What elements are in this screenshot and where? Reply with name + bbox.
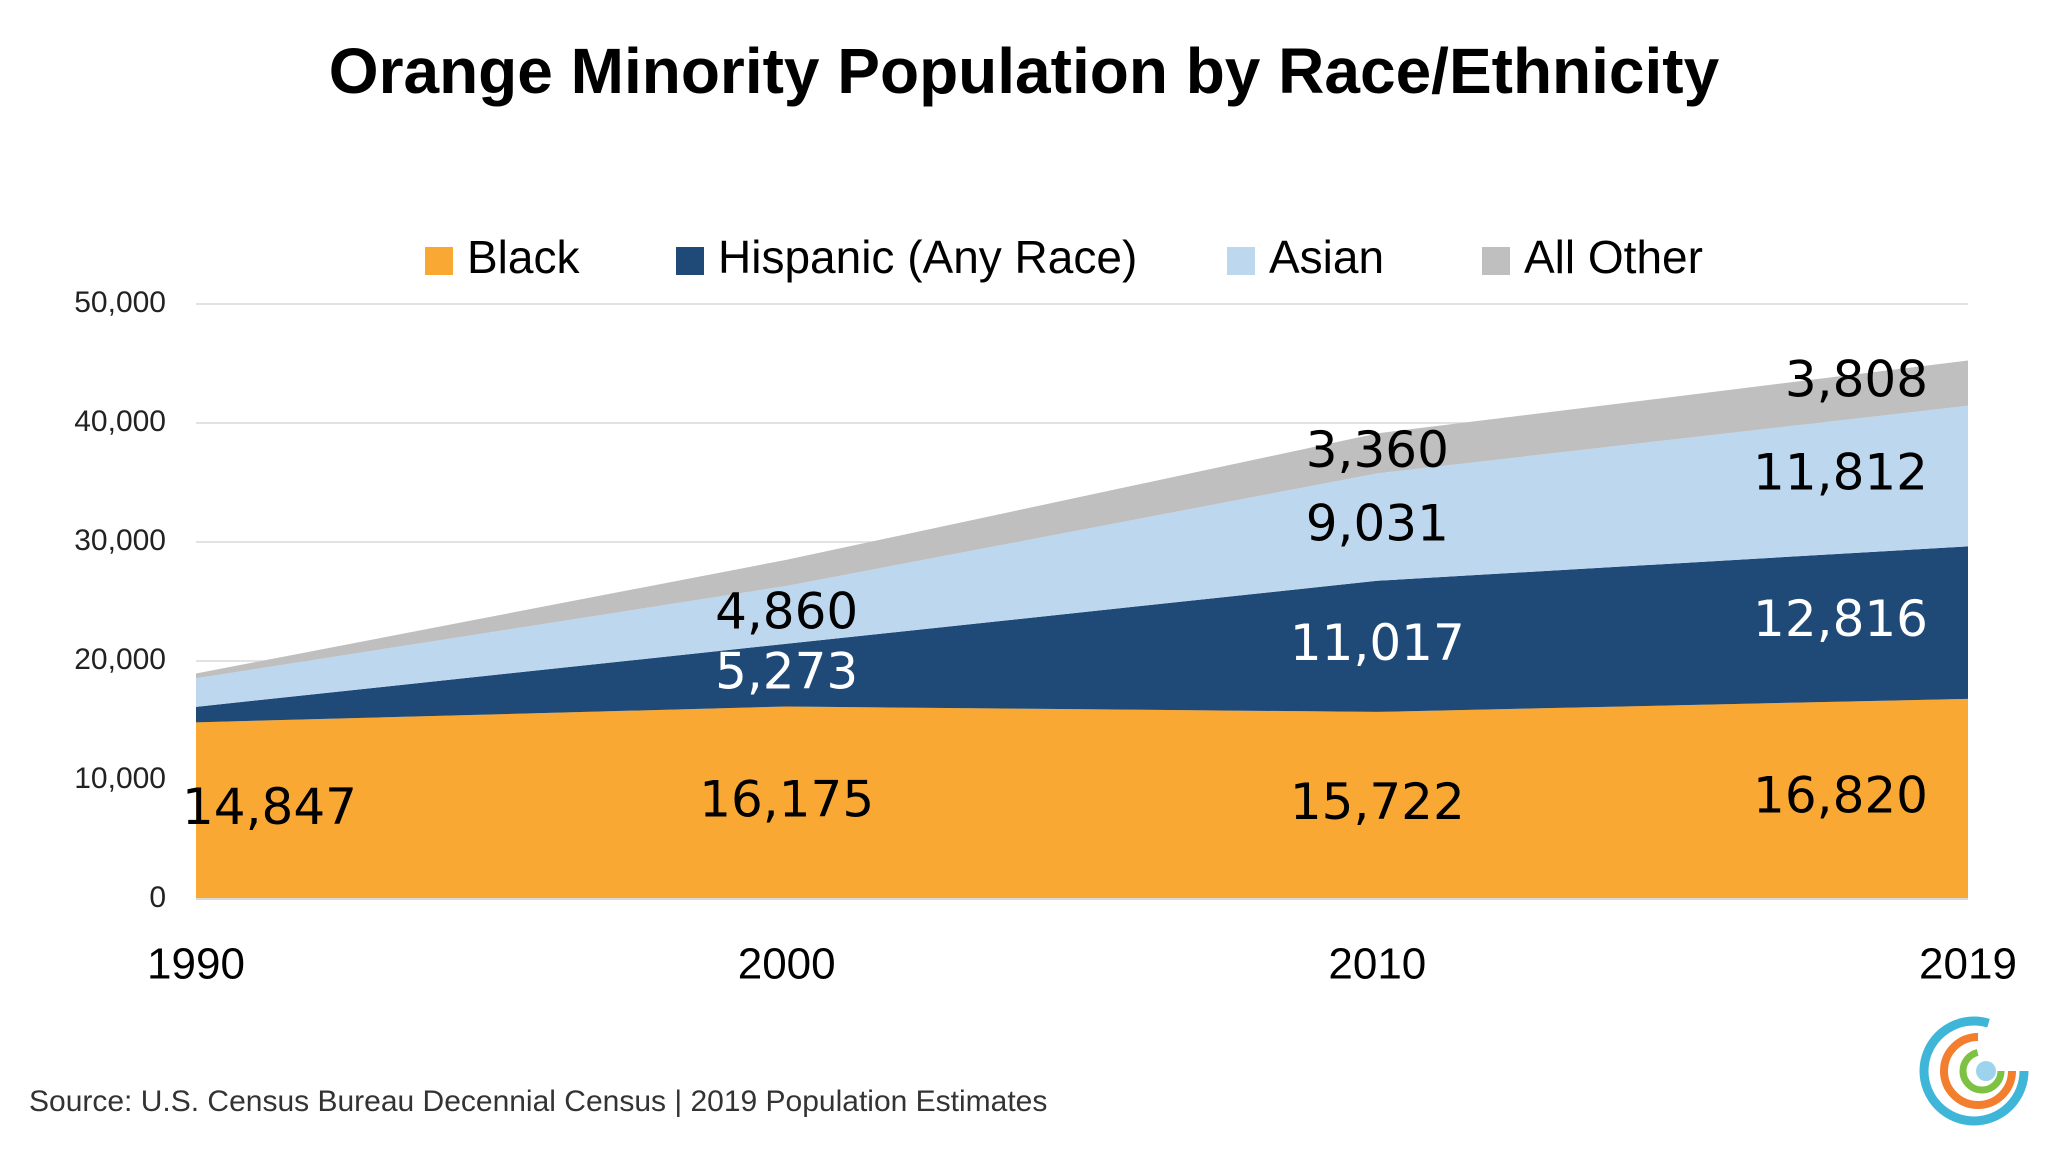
data-label: 4,860 [715, 582, 858, 640]
logo-ring [1919, 1016, 2029, 1126]
data-label: 11,812 [1753, 444, 1928, 502]
logo-ring [1940, 1033, 2016, 1109]
area [196, 546, 1968, 723]
logo-ring [1959, 1048, 2005, 1094]
data-label: 3,360 [1306, 421, 1449, 479]
y-tick-label: 30,000 [74, 524, 166, 557]
data-label: 15,722 [1290, 773, 1465, 831]
legend-label: Black [467, 231, 580, 283]
x-tick-label: 2010 [1328, 940, 1426, 989]
logo-dot [1976, 1061, 1996, 1081]
data-label: 16,820 [1753, 766, 1928, 824]
data-label: 9,031 [1306, 495, 1449, 553]
x-tick-label: 2019 [1919, 940, 2017, 989]
source-note: Source: U.S. Census Bureau Decennial Cen… [29, 1085, 1047, 1118]
legend-label: All Other [1524, 231, 1703, 283]
data-label: 5,273 [715, 643, 858, 701]
y-tick-label: 40,000 [74, 405, 166, 438]
x-tick-label: 1990 [147, 940, 245, 989]
y-tick-label: 0 [149, 881, 166, 914]
y-tick-label: 20,000 [74, 643, 166, 676]
data-label: 16,175 [699, 770, 874, 828]
data-label: 12,816 [1753, 590, 1928, 648]
legend-item: All Other [1482, 231, 1703, 283]
y-tick-label: 50,000 [74, 286, 166, 319]
legend-item: Hispanic (Any Race) [676, 231, 1137, 283]
y-tick-label: 10,000 [74, 762, 166, 795]
data-label: 11,017 [1290, 614, 1465, 672]
legend-item: Asian [1227, 231, 1384, 283]
legend-label: Hispanic (Any Race) [718, 231, 1137, 283]
logo [1919, 1016, 2029, 1126]
legend-swatch [1227, 247, 1255, 275]
area [196, 360, 1968, 679]
legend-swatch [425, 247, 453, 275]
area [196, 405, 1968, 707]
legend-swatch [1482, 247, 1510, 275]
legend-label: Asian [1269, 231, 1384, 283]
legend-item: Black [425, 231, 580, 283]
chart-title: Orange Minority Population by Race/Ethni… [329, 35, 1720, 107]
x-tick-label: 2000 [738, 940, 836, 989]
data-label: 3,808 [1785, 351, 1928, 409]
area [196, 698, 1968, 899]
legend-swatch [676, 247, 704, 275]
data-label: 14,847 [182, 778, 357, 836]
